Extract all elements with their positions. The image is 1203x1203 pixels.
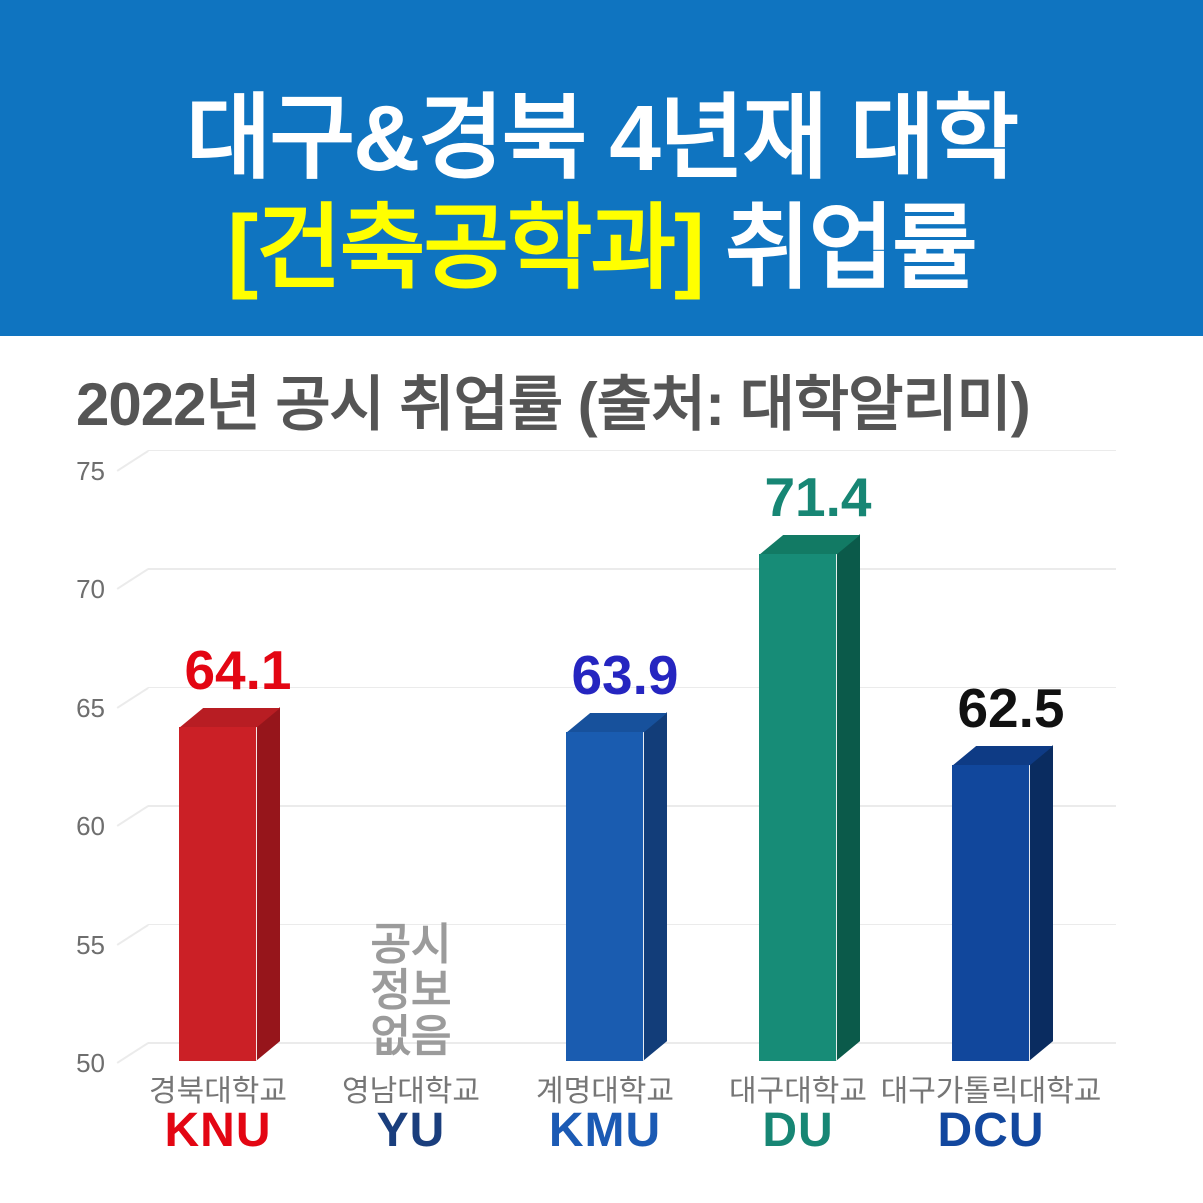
bar-dcu-front bbox=[952, 764, 1029, 1061]
gridline-diagonal bbox=[116, 923, 149, 945]
header-banner: 대구&경북 4년재 대학 [건축공학과] 취업률 bbox=[0, 0, 1203, 336]
category-abbr-yu: YU bbox=[376, 1104, 446, 1157]
gridline-diagonal bbox=[116, 449, 149, 471]
y-tick-label: 60 bbox=[76, 811, 105, 841]
y-tick-label: 50 bbox=[76, 1048, 105, 1078]
bar-knu-front bbox=[179, 726, 256, 1061]
category-name-kmu: 계명대학교 bbox=[536, 1075, 674, 1108]
y-tick-label: 70 bbox=[76, 574, 105, 604]
title-line-2: [건축공학과] 취업률 bbox=[0, 196, 1203, 300]
bar-du-side bbox=[836, 533, 860, 1061]
category-abbr-du: DU bbox=[762, 1104, 834, 1157]
title-line-1: 대구&경북 4년재 대학 bbox=[185, 86, 1019, 190]
no-data-line: 없음 bbox=[370, 1012, 452, 1061]
category-abbr-kmu: KMU bbox=[548, 1104, 662, 1157]
no-data-line: 공시 bbox=[370, 920, 452, 969]
value-label-knu: 64.1 bbox=[184, 638, 292, 701]
gridline bbox=[148, 568, 1116, 570]
value-label-dcu: 62.5 bbox=[957, 676, 1065, 739]
value-label-kmu: 63.9 bbox=[571, 643, 679, 706]
gridline-diagonal bbox=[116, 568, 149, 590]
chart-title: 2022년 공시 취업률 (출처: 대학알리미) bbox=[76, 371, 1031, 438]
category-abbr-dcu: DCU bbox=[937, 1104, 1045, 1157]
value-label-du: 71.4 bbox=[764, 465, 872, 528]
y-tick-label: 75 bbox=[76, 455, 105, 486]
title-dept-highlight: [건축공학과] bbox=[227, 196, 705, 300]
gridline bbox=[148, 449, 1116, 451]
gridline-diagonal bbox=[116, 1042, 149, 1064]
category-name-knu: 경북대학교 bbox=[149, 1075, 287, 1108]
bar-knu-side bbox=[256, 706, 280, 1061]
category-name-du: 대구대학교 bbox=[729, 1075, 867, 1108]
gridline-diagonal bbox=[116, 805, 149, 827]
no-data-line: 정보 bbox=[370, 966, 452, 1015]
gridline bbox=[148, 686, 1116, 688]
bar-kmu-side bbox=[643, 711, 667, 1061]
category-abbr-knu: KNU bbox=[164, 1104, 272, 1157]
y-tick-label: 65 bbox=[76, 692, 105, 723]
title-line-2-rest: 취업률 bbox=[725, 196, 978, 300]
bar-kmu-front bbox=[566, 731, 643, 1061]
category-name-yu: 영남대학교 bbox=[342, 1075, 480, 1108]
bar-du-front bbox=[759, 553, 836, 1061]
bar-dcu-side bbox=[1029, 744, 1053, 1061]
category-name-dcu: 대구가톨릭대학교 bbox=[880, 1075, 1102, 1108]
y-tick-label: 55 bbox=[76, 929, 105, 960]
no-data-label: 공시 정보 없음 bbox=[291, 922, 531, 1060]
